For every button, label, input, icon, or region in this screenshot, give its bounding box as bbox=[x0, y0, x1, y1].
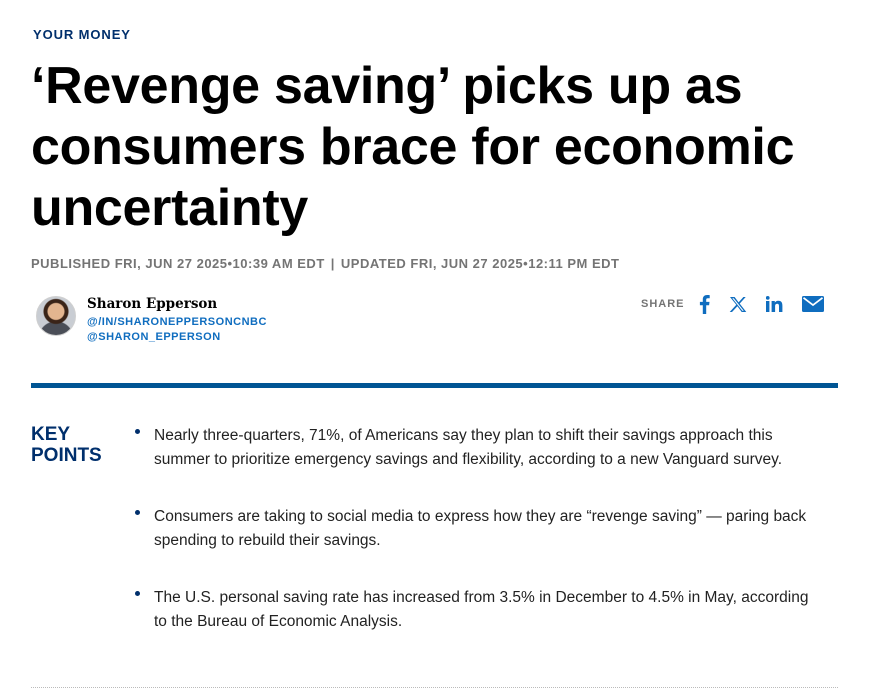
updated-time: UPDATED FRI, JUN 27 2025•12:11 PM EDT bbox=[340, 256, 620, 271]
key-points-heading-line1: KEY bbox=[31, 424, 71, 445]
published-time: PUBLISHED FRI, JUN 27 2025•10:39 AM EDT bbox=[31, 256, 325, 271]
timestamp-separator: | bbox=[330, 256, 335, 271]
author-twitter-link[interactable]: @SHARON_EPPERSON bbox=[87, 331, 221, 343]
linkedin-icon[interactable] bbox=[765, 292, 783, 316]
article-headline: ‘Revenge saving’ picks up as consumers b… bbox=[31, 57, 795, 237]
facebook-icon[interactable] bbox=[699, 292, 710, 316]
author-avatar[interactable] bbox=[36, 296, 76, 336]
x-icon[interactable] bbox=[729, 292, 747, 316]
article-timestamps: PUBLISHED FRI, JUN 27 2025•10:39 AM EDT |… bbox=[31, 256, 619, 271]
author-block: Sharon Epperson @/IN/SHARONEPPERSONCNBC … bbox=[36, 296, 267, 343]
author-name[interactable]: Sharon Epperson bbox=[87, 296, 218, 312]
bottom-divider bbox=[31, 687, 838, 688]
key-point-item: Nearly three-quarters, 71%, of Americans… bbox=[133, 424, 813, 472]
section-label[interactable]: YOUR MONEY bbox=[33, 27, 131, 42]
share-bar: SHARE bbox=[641, 292, 824, 316]
author-linkedin-link[interactable]: @/IN/SHARONEPPERSONCNBC bbox=[87, 316, 267, 328]
key-points-heading: KEY POINTS bbox=[31, 424, 121, 466]
key-points-heading-line2: POINTS bbox=[31, 445, 102, 466]
author-info: Sharon Epperson @/IN/SHARONEPPERSONCNBC … bbox=[87, 296, 267, 343]
share-label: SHARE bbox=[641, 298, 685, 310]
email-icon[interactable] bbox=[801, 292, 824, 316]
key-point-item: Consumers are taking to social media to … bbox=[133, 505, 813, 553]
section-divider bbox=[31, 383, 838, 388]
key-point-item: The U.S. personal saving rate has increa… bbox=[133, 586, 813, 634]
key-points-list: Nearly three-quarters, 71%, of Americans… bbox=[133, 424, 813, 634]
